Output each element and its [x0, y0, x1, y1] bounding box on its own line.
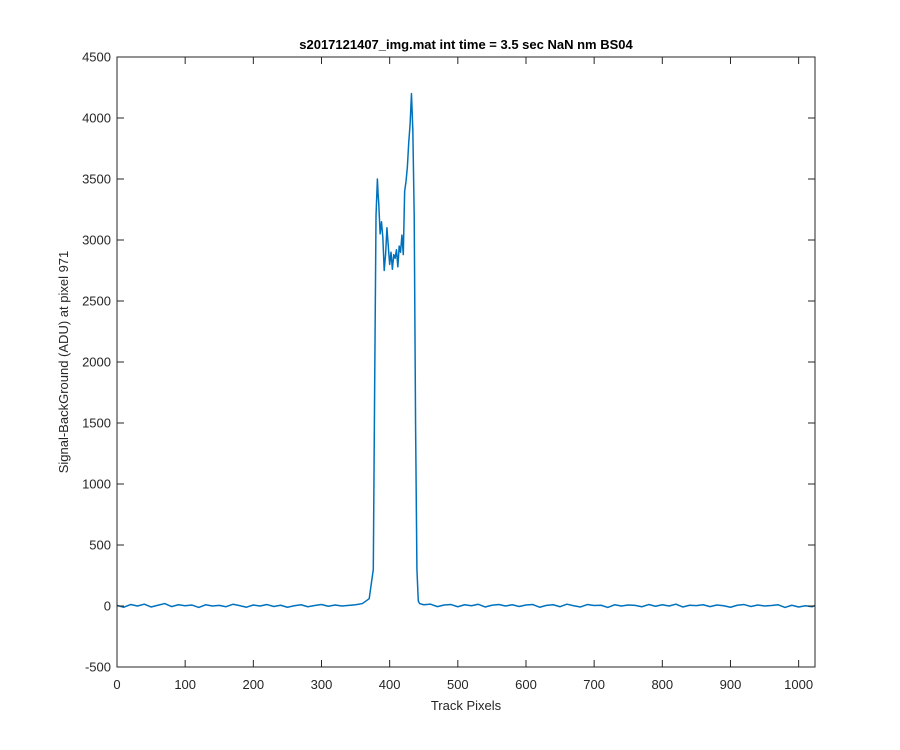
x-tick-label: 500: [447, 677, 469, 692]
y-tick-label: -500: [85, 660, 111, 675]
y-tick-label: 3000: [82, 233, 111, 248]
y-tick-label: 1500: [82, 416, 111, 431]
x-axis: 0 100 200 300 400 500 600 700 800 900 1000: [113, 57, 813, 692]
y-tick-label: 3500: [82, 172, 111, 187]
x-tick-label: 800: [651, 677, 673, 692]
y-axis-label: Signal-BackGround (ADU) at pixel 971: [56, 251, 71, 474]
plot-area: [117, 57, 815, 667]
series-line-0: [116, 92, 816, 609]
y-tick-label: 0: [104, 599, 111, 614]
x-tick-label: 1000: [784, 677, 813, 692]
x-tick-label: 100: [174, 677, 196, 692]
series-layer: [116, 92, 816, 609]
x-axis-label: Track Pixels: [431, 698, 502, 713]
x-tick-label: 200: [242, 677, 264, 692]
x-tick-label: 0: [113, 677, 120, 692]
y-tick-label: 2000: [82, 355, 111, 370]
chart-title: s2017121407_img.mat int time = 3.5 sec N…: [299, 37, 633, 52]
y-tick-label: 500: [89, 538, 111, 553]
x-tick-label: 700: [583, 677, 605, 692]
y-axis: -500 0 500 1000 1500 2000 2500 3000 3500 4000 4500: [82, 50, 815, 675]
x-tick-label: 300: [311, 677, 333, 692]
x-tick-label: 900: [720, 677, 742, 692]
y-tick-label: 4500: [82, 50, 111, 65]
x-tick-label: 400: [379, 677, 401, 692]
y-tick-label: 1000: [82, 477, 111, 492]
y-tick-label: 2500: [82, 294, 111, 309]
y-tick-label: 4000: [82, 111, 111, 126]
x-tick-label: 600: [515, 677, 537, 692]
